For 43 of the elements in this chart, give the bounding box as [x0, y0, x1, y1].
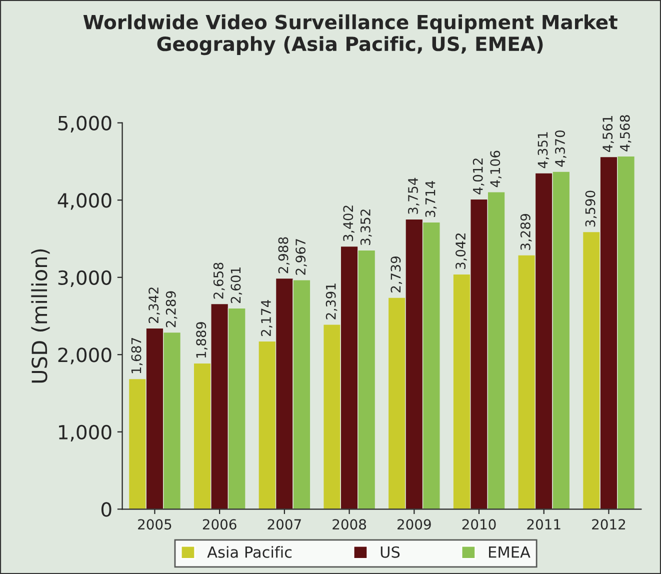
y-tick-label: 3,000	[58, 270, 112, 288]
data-label: 1,687	[131, 338, 143, 374]
data-label: 2,988	[278, 237, 290, 274]
data-label: 4,012	[472, 158, 484, 194]
x-tick-label: 2011	[527, 519, 560, 530]
data-label: 2,658	[213, 262, 225, 299]
x-tick-label: 2008	[332, 519, 366, 530]
x-tick-label: 2005	[138, 519, 172, 530]
data-label: 2,967	[296, 239, 307, 275]
data-label: 2,289	[166, 291, 178, 328]
data-label: 2,174	[260, 300, 272, 336]
legend-label: Asia Pacific	[207, 546, 292, 558]
data-label: 2,342	[148, 288, 160, 324]
y-tick-label: 0	[101, 502, 112, 517]
x-tick-label: 2006	[202, 519, 236, 530]
data-label: 3,590	[585, 190, 597, 227]
data-label: 3,402	[343, 206, 354, 242]
legend-label: EMEA	[489, 546, 530, 558]
x-tick-label: 2010	[462, 519, 496, 530]
data-label: 3,289	[520, 214, 532, 250]
data-label: 3,754	[408, 178, 420, 214]
chart-title: Worldwide Video Surveillance Equipment Market Geography (Asia Pacific, US, EMEA)	[83, 14, 618, 56]
y-tick-label: 1,000	[59, 424, 112, 442]
data-label: 4,351	[538, 132, 550, 168]
data-label: 4,370	[555, 130, 566, 167]
y-tick-label: 4,000	[58, 193, 112, 210]
data-label: 2,601	[230, 267, 242, 304]
data-label: 3,714	[425, 180, 437, 218]
x-tick-label: 2007	[268, 519, 301, 530]
data-label: 2,391	[326, 284, 338, 320]
data-label: 4,561	[602, 116, 614, 152]
data-label: 3,352	[360, 210, 372, 245]
legend-label: US	[380, 546, 400, 558]
y-tick-label: 5,000	[58, 116, 112, 132]
data-label: 1,889	[196, 322, 208, 358]
data-label: 2,739	[390, 256, 402, 292]
x-tick-label: 2009	[398, 519, 431, 530]
data-label: 4,568	[620, 115, 632, 152]
y-axis-title: USD (million)	[31, 249, 50, 383]
data-label: 4,106	[490, 150, 502, 188]
data-label: 3,042	[456, 233, 467, 269]
x-tick-label: 2012	[592, 519, 626, 530]
y-tick-label: 2,000	[58, 348, 112, 364]
